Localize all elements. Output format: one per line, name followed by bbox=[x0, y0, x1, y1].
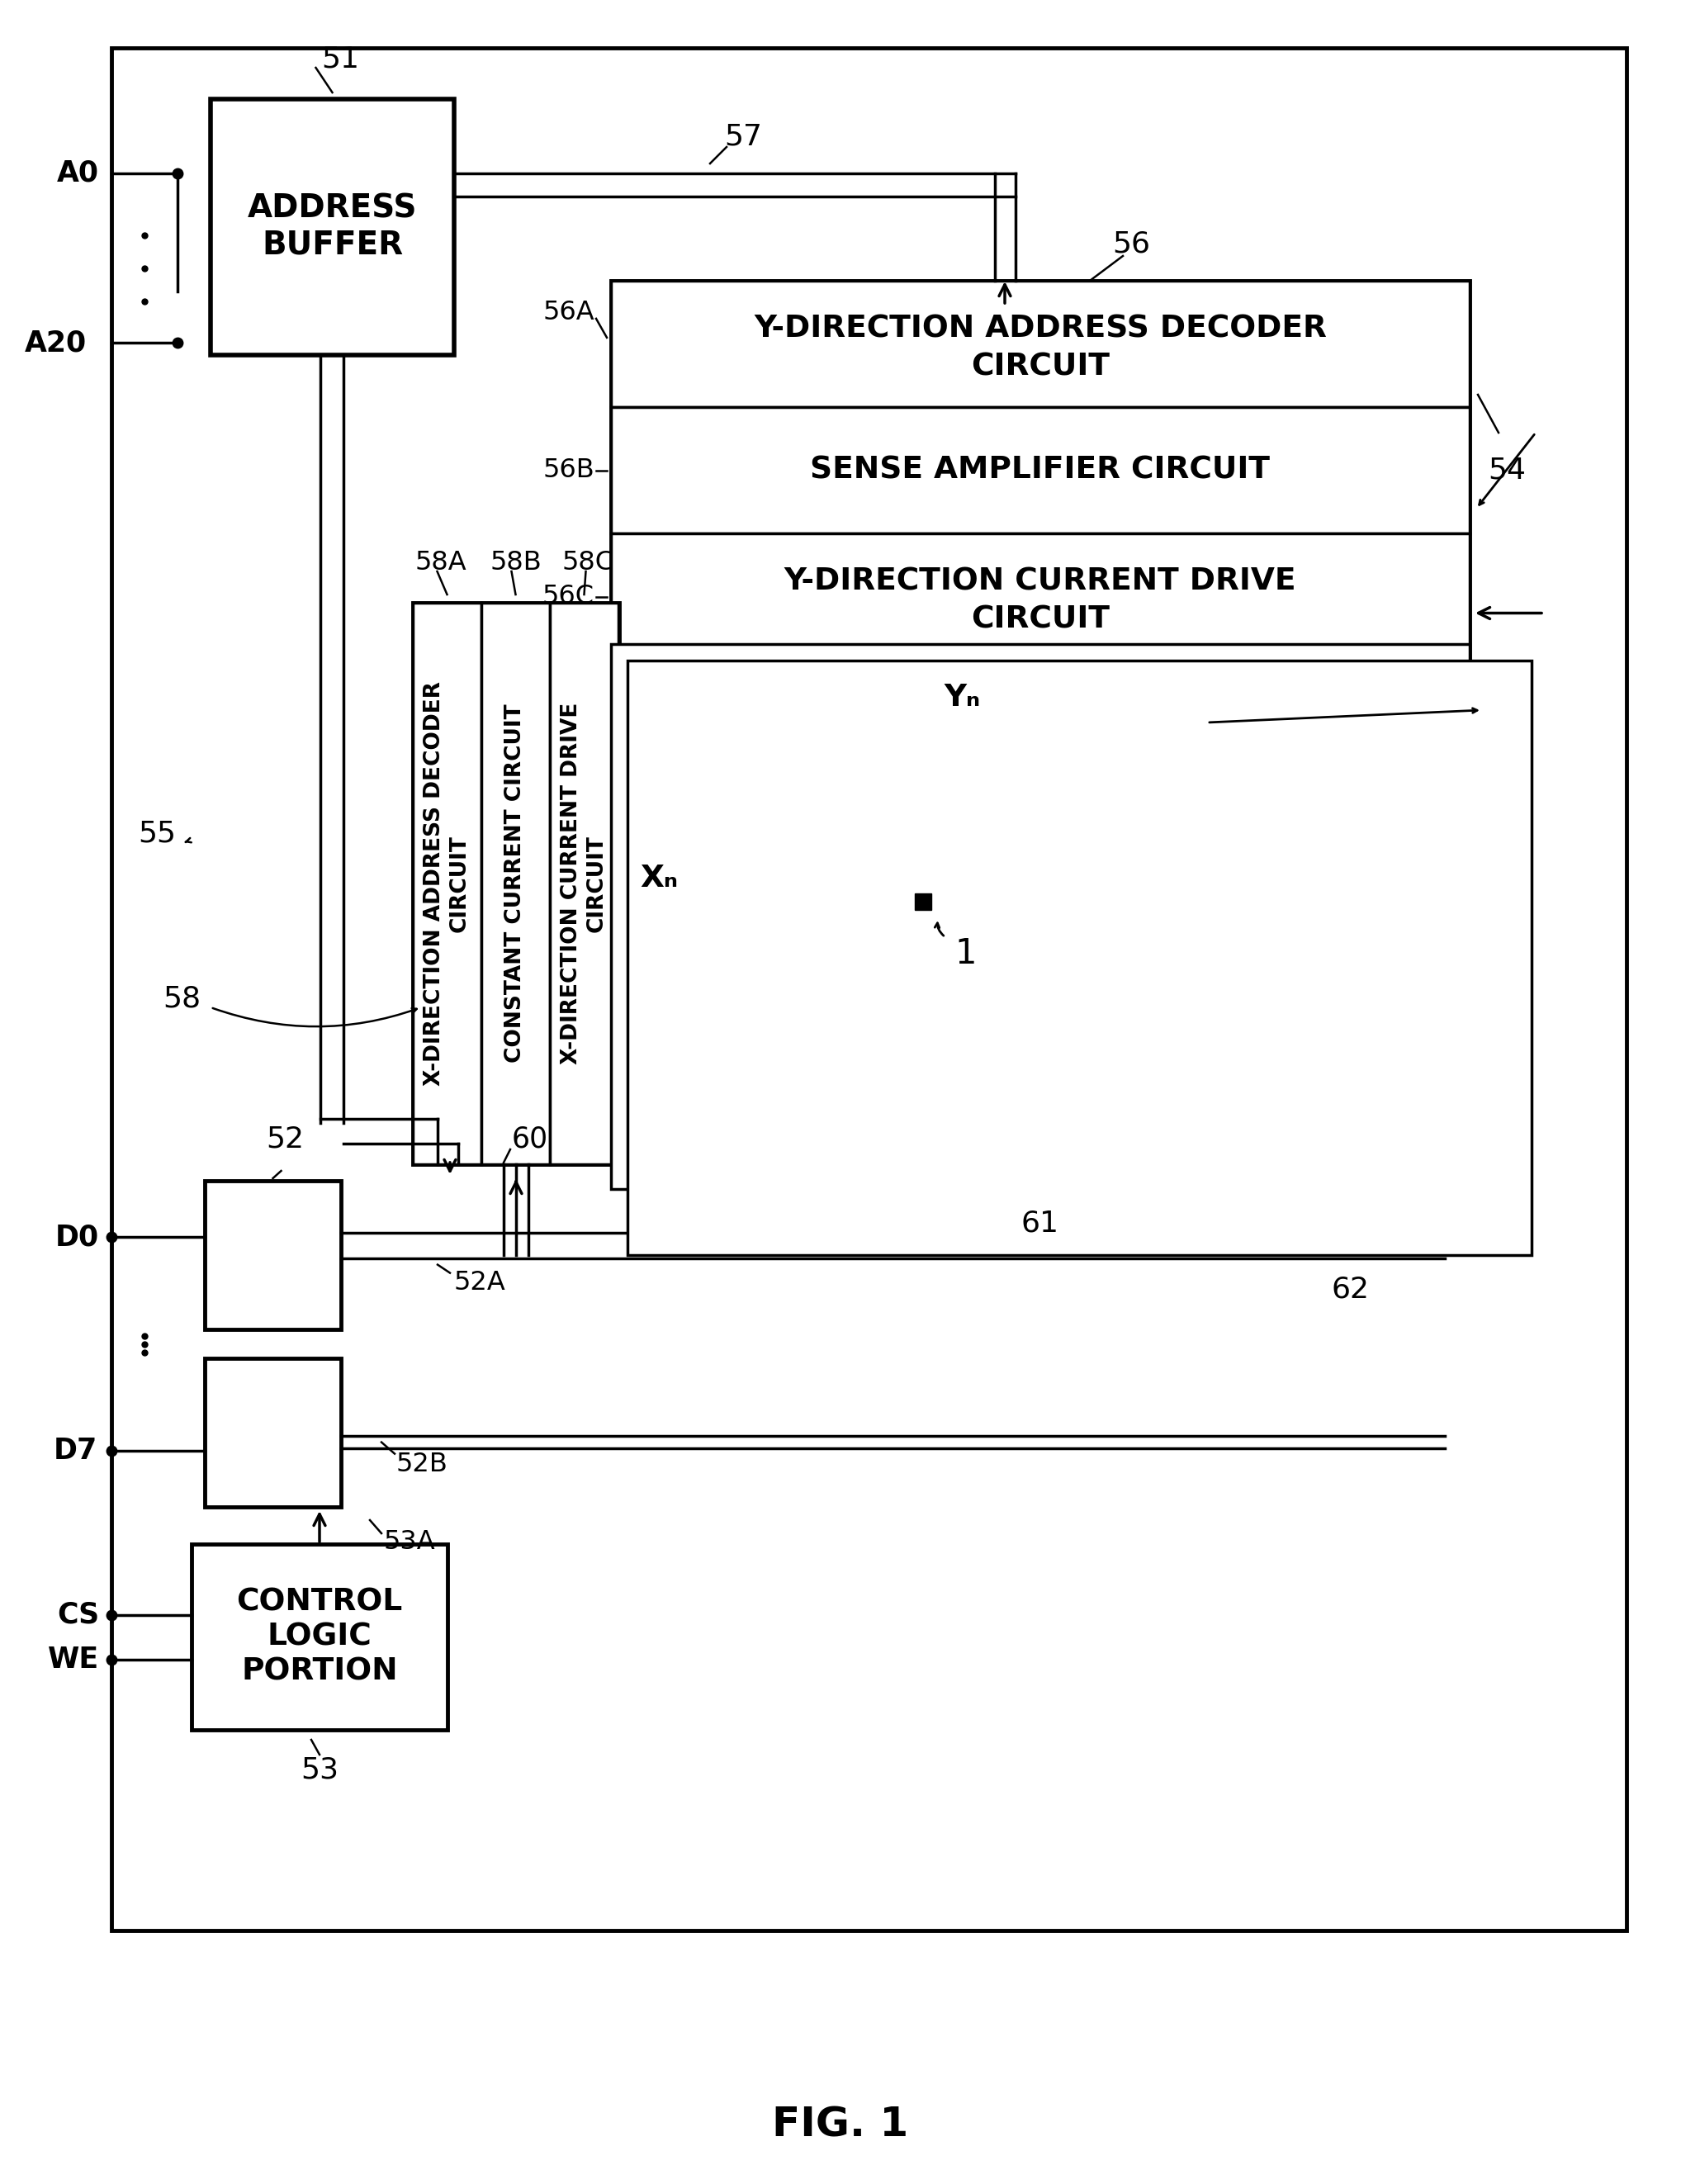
Text: 58A: 58A bbox=[415, 550, 466, 577]
Bar bbox=[624, 657, 1457, 1168]
Text: 56C: 56C bbox=[543, 583, 595, 609]
Text: D7: D7 bbox=[54, 1437, 97, 1465]
Text: X-DIRECTION ADDRESS DECODER
CIRCUIT: X-DIRECTION ADDRESS DECODER CIRCUIT bbox=[424, 681, 471, 1085]
Text: 52: 52 bbox=[266, 1125, 304, 1153]
Text: 58C: 58C bbox=[561, 550, 614, 577]
Text: Xₙ: Xₙ bbox=[640, 863, 677, 893]
Bar bbox=[610, 282, 1469, 660]
Text: 58B: 58B bbox=[489, 550, 541, 577]
Text: Y-DIRECTION ADDRESS DECODER: Y-DIRECTION ADDRESS DECODER bbox=[753, 314, 1326, 343]
Text: FIG. 1: FIG. 1 bbox=[772, 2105, 909, 2145]
Text: A20: A20 bbox=[25, 328, 87, 356]
Text: SENSE AMPLIFIER CIRCUIT: SENSE AMPLIFIER CIRCUIT bbox=[810, 456, 1271, 485]
Text: WE: WE bbox=[47, 1645, 99, 1673]
Text: ADDRESS
BUFFER: ADDRESS BUFFER bbox=[247, 192, 417, 260]
Bar bbox=[111, 48, 1627, 1931]
Text: 52A: 52A bbox=[454, 1271, 506, 1295]
Text: Yₙ: Yₙ bbox=[943, 684, 980, 712]
Text: CS: CS bbox=[57, 1601, 99, 1629]
Bar bbox=[414, 603, 619, 1164]
Text: 56: 56 bbox=[1113, 229, 1150, 258]
Text: 58: 58 bbox=[163, 985, 200, 1013]
Text: 53A: 53A bbox=[383, 1529, 435, 1555]
Text: 51: 51 bbox=[321, 46, 360, 74]
Text: A0: A0 bbox=[57, 159, 99, 188]
Text: X-DIRECTION CURRENT DRIVE
CIRCUIT: X-DIRECTION CURRENT DRIVE CIRCUIT bbox=[561, 703, 607, 1064]
Text: 52B: 52B bbox=[397, 1452, 449, 1476]
Bar bbox=[205, 1182, 341, 1330]
Bar bbox=[481, 603, 550, 1164]
Text: 1: 1 bbox=[955, 937, 977, 972]
Text: D0: D0 bbox=[55, 1223, 99, 1251]
Text: 55: 55 bbox=[138, 819, 177, 847]
Text: 62: 62 bbox=[1331, 1275, 1370, 1304]
Text: CIRCUIT: CIRCUIT bbox=[972, 352, 1109, 382]
Bar bbox=[610, 644, 1469, 1188]
Bar bbox=[414, 603, 481, 1164]
Text: CONTROL
LOGIC
PORTION: CONTROL LOGIC PORTION bbox=[237, 1588, 403, 1686]
Bar bbox=[550, 603, 619, 1164]
Text: 57: 57 bbox=[725, 122, 761, 151]
Text: CONSTANT CURRENT CIRCUIT: CONSTANT CURRENT CIRCUIT bbox=[504, 703, 526, 1064]
Text: 56B: 56B bbox=[543, 456, 595, 483]
Bar bbox=[610, 533, 1469, 660]
Bar bbox=[192, 1544, 447, 1730]
Bar bbox=[610, 282, 1469, 406]
Bar bbox=[610, 406, 1469, 533]
Bar bbox=[210, 98, 454, 356]
Text: CIRCUIT: CIRCUIT bbox=[972, 605, 1109, 633]
Text: 60: 60 bbox=[513, 1125, 548, 1153]
Text: Y-DIRECTION CURRENT DRIVE: Y-DIRECTION CURRENT DRIVE bbox=[783, 566, 1296, 596]
Text: 53: 53 bbox=[301, 1756, 338, 1784]
Bar bbox=[205, 1358, 341, 1507]
Text: 56A: 56A bbox=[543, 299, 595, 325]
Text: 61: 61 bbox=[1022, 1210, 1059, 1238]
Bar bbox=[627, 660, 1531, 1256]
Text: 54: 54 bbox=[1488, 456, 1526, 485]
